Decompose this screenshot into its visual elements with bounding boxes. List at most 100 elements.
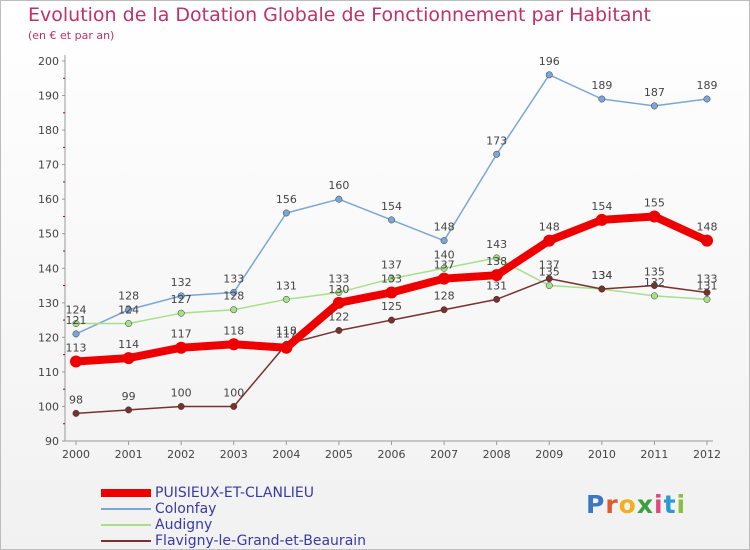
- y-tick-label: 150: [38, 228, 59, 241]
- data-point: [490, 269, 503, 282]
- x-tick-label: 2007: [430, 448, 458, 461]
- y-tick-label: 200: [38, 55, 59, 68]
- logo-letter: x: [636, 490, 654, 519]
- data-label: 148: [434, 221, 455, 234]
- data-label: 134: [591, 269, 612, 282]
- legend-swatch: [101, 508, 151, 510]
- data-label: 154: [591, 200, 612, 213]
- y-tick-label: 120: [38, 331, 59, 344]
- y-tick-label: 110: [38, 366, 59, 379]
- data-point: [648, 210, 661, 223]
- data-label: 128: [118, 290, 139, 303]
- data-label: 100: [171, 386, 192, 399]
- data-label: 128: [434, 290, 455, 303]
- data-point: [545, 275, 553, 283]
- data-point: [282, 295, 290, 303]
- y-tick-label: 90: [45, 435, 59, 448]
- y-tick-label: 160: [38, 193, 59, 206]
- data-label: 160: [328, 179, 349, 192]
- data-point: [230, 403, 238, 410]
- x-tick-label: 2002: [167, 448, 195, 461]
- data-label: 135: [539, 266, 560, 279]
- data-point: [177, 292, 185, 300]
- data-label: 189: [591, 79, 612, 92]
- legend-swatch: [101, 524, 151, 526]
- data-point: [595, 213, 608, 226]
- data-point: [703, 289, 711, 296]
- data-label: 122: [328, 310, 349, 323]
- data-label: 131: [697, 279, 718, 292]
- data-point: [388, 275, 395, 283]
- data-label: 133: [328, 272, 349, 285]
- data-label: 99: [122, 390, 136, 403]
- data-label: 117: [171, 328, 192, 341]
- data-label: 125: [381, 300, 402, 313]
- data-point: [332, 296, 345, 309]
- data-point: [175, 341, 188, 354]
- data-label: 196: [539, 55, 560, 68]
- data-point: [177, 403, 185, 410]
- logo-letter: P: [586, 490, 606, 519]
- logo-letter: i: [676, 490, 687, 519]
- data-point: [598, 285, 606, 293]
- data-label: 100: [223, 386, 244, 399]
- chart-title: Evolution de la Dotation Globale de Fonc…: [28, 4, 651, 26]
- x-tick-label: 2012: [693, 448, 721, 461]
- x-tick-label: 2003: [220, 448, 248, 461]
- legend-label: Colonfay: [155, 501, 217, 517]
- data-label: 127: [171, 293, 192, 306]
- data-label: 137: [381, 259, 402, 272]
- y-tick-label: 170: [38, 159, 59, 172]
- logo-letter: i: [654, 490, 664, 519]
- data-label: 118: [223, 324, 244, 337]
- proxiti-logo: Proxiti: [586, 490, 686, 519]
- data-point: [72, 330, 80, 338]
- legend-swatch: [101, 540, 151, 542]
- data-point: [703, 295, 711, 303]
- data-point: [227, 338, 240, 351]
- data-point: [440, 306, 448, 314]
- x-tick-label: 2011: [640, 448, 668, 461]
- data-label: 148: [539, 221, 560, 234]
- data-label: 173: [486, 134, 507, 147]
- logo-letter: t: [663, 490, 677, 519]
- y-tick-label: 190: [38, 90, 59, 103]
- data-point: [440, 237, 448, 245]
- legend-label: Flavigny-le-Grand-et-Beaurain: [155, 533, 367, 549]
- chart-subtitle: (en € et par an): [28, 29, 115, 42]
- data-point: [385, 286, 398, 299]
- data-point: [545, 71, 553, 79]
- data-label: 117: [276, 328, 297, 341]
- data-label: 156: [276, 193, 297, 206]
- data-label: 121: [66, 314, 87, 327]
- data-point: [125, 320, 133, 327]
- x-tick-label: 2009: [535, 448, 563, 461]
- data-point: [650, 102, 658, 110]
- data-point: [335, 195, 343, 203]
- data-label: 133: [697, 272, 718, 285]
- data-point: [122, 352, 135, 365]
- data-point: [701, 234, 713, 247]
- data-point: [650, 282, 658, 289]
- y-tick-label: 180: [38, 124, 59, 137]
- data-label: 148: [697, 221, 718, 234]
- data-label: 133: [381, 272, 402, 285]
- data-label: 137: [434, 259, 455, 272]
- data-point: [70, 355, 82, 368]
- y-tick-label: 140: [38, 262, 59, 275]
- data-label: 113: [66, 342, 87, 355]
- data-label: 189: [697, 79, 718, 92]
- data-point: [230, 306, 238, 314]
- y-tick-label: 100: [38, 400, 59, 413]
- x-tick-label: 2008: [483, 448, 511, 461]
- data-label: 155: [644, 196, 665, 209]
- y-tick-label: 130: [38, 297, 59, 310]
- x-tick-label: 2004: [272, 448, 300, 461]
- data-point: [280, 341, 293, 354]
- data-point: [335, 327, 343, 334]
- data-point: [438, 272, 451, 285]
- data-point: [388, 216, 395, 224]
- x-tick-label: 2010: [588, 448, 616, 461]
- data-label: 114: [118, 338, 139, 351]
- data-label: 132: [171, 276, 192, 289]
